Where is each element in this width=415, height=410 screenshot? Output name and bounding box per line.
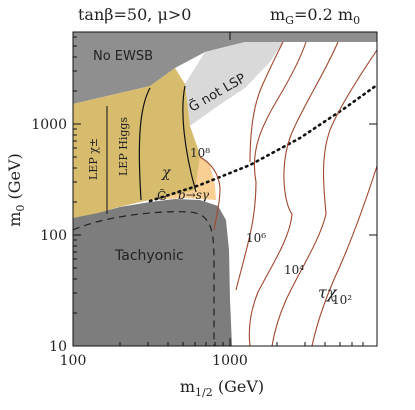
label-chi: χ <box>161 165 172 181</box>
plot-area <box>73 32 377 346</box>
boundary-dashed <box>73 211 215 346</box>
y-tick-10: 10 <box>49 339 67 355</box>
label-tau-chi: τχ <box>318 283 338 302</box>
x-axis-label: m1/2 (GeV) <box>180 377 264 399</box>
plot-frame <box>72 31 378 347</box>
contour-1e4 <box>248 41 339 346</box>
label-tachyonic: Tachyonic <box>114 248 184 264</box>
contour-label-1e8: 10⁸ <box>190 146 210 160</box>
x-tick-1000: 1000 <box>212 353 248 369</box>
y-tick-100: 100 <box>40 228 67 244</box>
contour-1e8-upper <box>249 41 284 163</box>
region-tachyonic <box>73 199 232 346</box>
axis-ticks <box>72 32 377 347</box>
contour-label-1e4: 10⁴ <box>284 263 304 277</box>
contour-1e8 <box>199 156 221 231</box>
region-lep-excluded <box>73 68 200 218</box>
header-left: tanβ=50, μ>0 <box>78 5 191 24</box>
y-tick-1000: 1000 <box>31 117 67 133</box>
label-gravitino-low: G̃ <box>157 188 167 203</box>
contour-1e1 <box>311 165 377 346</box>
region-g-not-lsp <box>185 42 283 126</box>
label-b-to-s-gamma: b→sγ <box>178 188 210 202</box>
boundary-dotted <box>148 83 377 203</box>
label-lep-higgs: LEP Higgs <box>117 117 130 176</box>
contour-1e2 <box>271 49 377 346</box>
label-no-ewsb: No EWSB <box>93 49 153 64</box>
contour-1e6 <box>235 41 307 291</box>
label-lep-chargino: LEP χ± <box>87 138 100 180</box>
header-right: mG=0.2 m0 <box>270 5 360 27</box>
boundary-lep-higgs <box>138 87 151 201</box>
y-axis-label: m0 (GeV) <box>5 153 27 227</box>
x-tick-100: 100 <box>60 353 87 369</box>
contour-label-1e2: 10² <box>332 293 352 307</box>
region-no-ewsb <box>73 32 377 104</box>
boundary-lep-higgs-right <box>182 85 197 193</box>
contour-label-1e6: 10⁶ <box>246 231 266 245</box>
